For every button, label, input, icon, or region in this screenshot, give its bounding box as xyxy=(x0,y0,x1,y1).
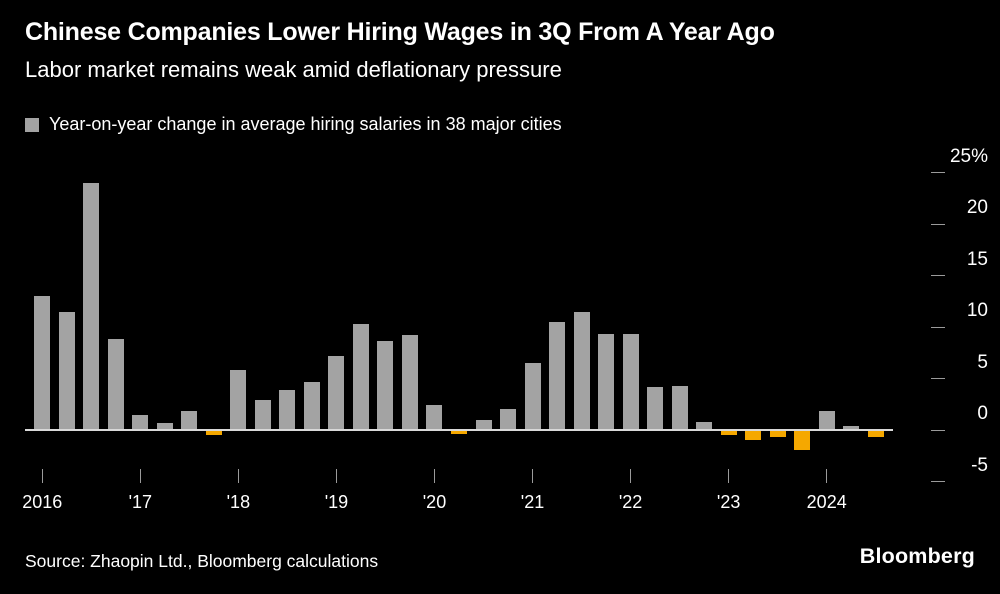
y-axis-label-10: 10 xyxy=(966,300,988,321)
x-axis-label-21: '21 xyxy=(520,492,545,512)
bar-2020-q2 xyxy=(451,431,467,435)
bloomberg-logo: Bloomberg xyxy=(859,544,975,568)
x-axis-tick-23 xyxy=(728,469,730,483)
bar-2022-q2 xyxy=(647,386,664,430)
x-axis-label-18: '18 xyxy=(226,492,251,512)
x-axis-tick-2016 xyxy=(41,469,43,483)
x-axis-label-2016: 2016 xyxy=(22,492,63,512)
bar-2016-q1 xyxy=(34,296,51,430)
y-axis-label-0: 0 xyxy=(977,403,988,424)
y-axis-label-15: 15 xyxy=(966,248,988,270)
x-axis-tick-17 xyxy=(139,469,141,483)
chart-title: Chinese Companies Lower Hiring Wages in … xyxy=(25,18,775,46)
bar-2023-q1 xyxy=(720,431,737,436)
bar-2024-q3 xyxy=(867,431,884,438)
y-axis-label-25: 25% xyxy=(949,145,988,167)
bar-2017-q3 xyxy=(181,411,198,430)
bar-2021-q2 xyxy=(549,321,566,430)
bar-2022-q3 xyxy=(671,385,688,430)
bar-2018-q4 xyxy=(303,381,320,430)
bar-2016-q2 xyxy=(58,311,75,430)
y-axis-tick-20 xyxy=(931,223,945,225)
bar-2023-q3 xyxy=(769,431,786,438)
x-axis-label-2024: 2024 xyxy=(806,492,847,512)
bar-2019-q4 xyxy=(401,335,418,430)
bar-2023-q4 xyxy=(794,431,811,450)
y-axis-tick-5 xyxy=(931,378,945,379)
bar-2016-q4 xyxy=(107,339,124,430)
bar-2019-q2 xyxy=(352,323,369,430)
bar-2018-q3 xyxy=(279,389,296,430)
source-note: Source: Zhaopin Ltd., Bloomberg calculat… xyxy=(25,551,379,571)
bar-2020-q1 xyxy=(426,405,443,430)
bar-2016-q3 xyxy=(83,182,100,430)
y-axis-tick-25 xyxy=(931,172,945,173)
bar-2023-q2 xyxy=(745,431,762,441)
y-axis-tick-0 xyxy=(931,429,945,431)
x-axis-label-17: '17 xyxy=(128,492,153,512)
bar-2020-q4 xyxy=(500,409,517,430)
x-axis-tick-2024 xyxy=(826,469,828,483)
bar-2021-q3 xyxy=(573,311,590,430)
y-axis-label-5: 5 xyxy=(977,351,988,373)
bar-2017-q2 xyxy=(156,422,173,430)
x-axis-label-20: '20 xyxy=(422,492,447,512)
x-axis-tick-18 xyxy=(237,469,239,483)
bar-2018-q2 xyxy=(254,400,271,430)
bar-2018-q1 xyxy=(230,370,247,430)
y-axis-tick-15 xyxy=(931,275,945,276)
bar-2022-q1 xyxy=(622,334,639,430)
bar-2021-q1 xyxy=(524,363,541,430)
bar-2019-q3 xyxy=(377,341,394,430)
legend-swatch xyxy=(25,117,39,132)
bar-2017-q4 xyxy=(205,431,222,436)
bar-2017-q1 xyxy=(132,414,149,430)
y-axis-label--5: -5 xyxy=(971,454,988,476)
x-axis-tick-22 xyxy=(630,469,632,483)
y-axis-tick--5 xyxy=(931,481,945,482)
legend-label: Year-on-year change in average hiring sa… xyxy=(49,114,562,134)
x-axis-label-22: '22 xyxy=(618,492,643,512)
bar-2024-q2 xyxy=(843,425,860,430)
zero-baseline xyxy=(25,429,893,431)
bar-2022-q4 xyxy=(696,421,713,430)
x-axis-label-23: '23 xyxy=(716,492,741,512)
chart-subtitle: Labor market remains weak amid deflation… xyxy=(25,57,562,82)
bar-2024-q1 xyxy=(818,411,835,430)
y-axis-label-20: 20 xyxy=(966,197,988,218)
x-axis-tick-21 xyxy=(532,469,534,483)
bar-2019-q1 xyxy=(328,355,345,430)
x-axis-tick-20 xyxy=(433,469,435,483)
bar-2020-q3 xyxy=(475,419,492,430)
bar-2021-q4 xyxy=(598,334,615,430)
x-axis-tick-19 xyxy=(335,469,337,483)
legend: Year-on-year change in average hiring sa… xyxy=(25,114,562,135)
x-axis-label-19: '19 xyxy=(324,492,349,512)
y-axis-tick-10 xyxy=(931,326,945,328)
